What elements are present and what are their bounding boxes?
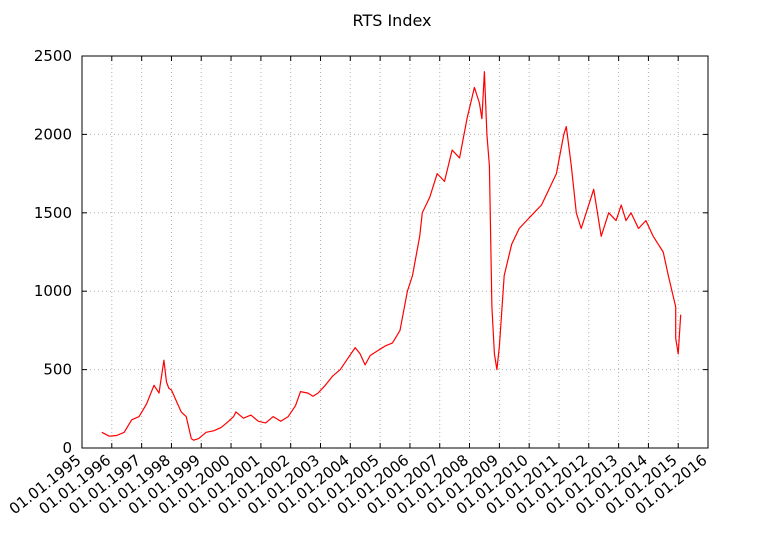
y-axis: 0 500 1000 1500 2000 2500 <box>34 47 708 457</box>
y-tick-label: 2500 <box>34 47 72 65</box>
y-tick-label: 1000 <box>34 282 72 300</box>
series-line <box>101 71 682 441</box>
grid <box>81 55 709 449</box>
y-tick-label: 0 <box>62 439 72 457</box>
series-layer <box>101 71 682 441</box>
chart-title: RTS Index <box>352 11 431 30</box>
x-axis: 01.01.199501.01.199601.01.199701.01.1998… <box>6 56 710 518</box>
y-tick-label: 2000 <box>34 125 72 143</box>
y-tick-label: 500 <box>43 361 72 379</box>
y-tick-label: 1500 <box>34 204 72 222</box>
plot-frame <box>81 55 709 449</box>
